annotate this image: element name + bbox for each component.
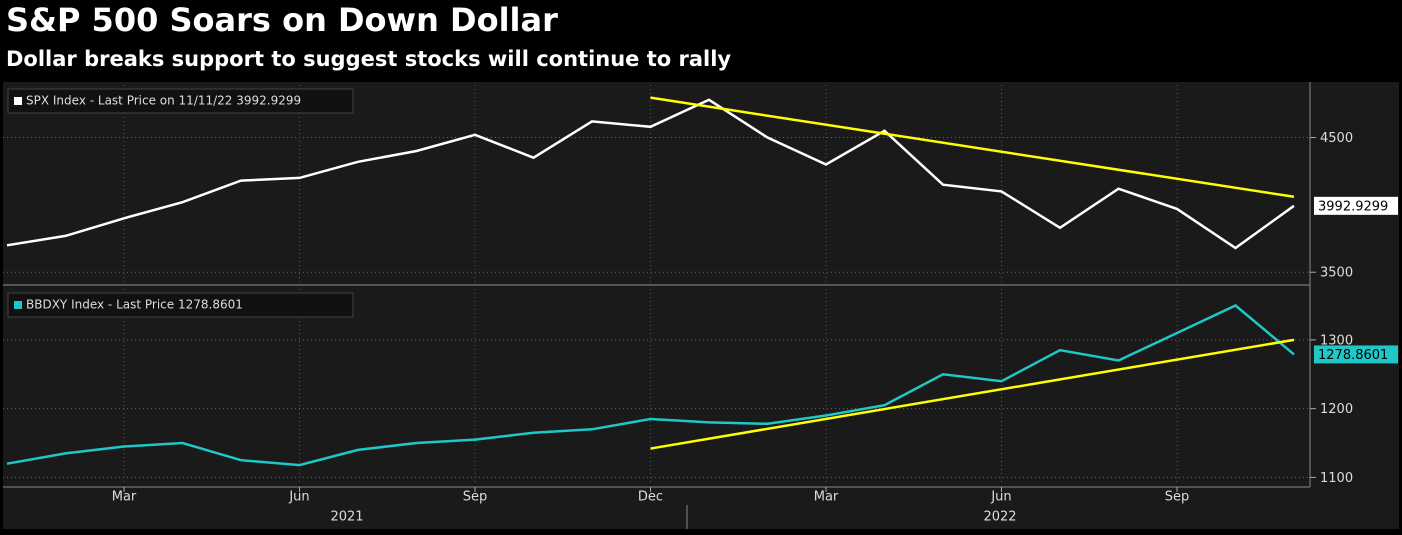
- y-tick-label: 1300: [1320, 333, 1353, 348]
- x-tick-label: Sep: [463, 490, 488, 505]
- year-label: 2021: [330, 510, 363, 525]
- x-tick-label: Dec: [638, 490, 663, 505]
- y-tick-label: 1200: [1320, 402, 1353, 417]
- x-tick-label: Jun: [288, 490, 309, 505]
- x-tick-label: Mar: [112, 490, 137, 505]
- legend-label: BBDXY Index - Last Price 1278.8601: [26, 298, 243, 312]
- subtitle: Dollar breaks support to suggest stocks …: [6, 47, 731, 71]
- series-line: [6, 304, 1295, 467]
- y-tick-label: 1100: [1320, 471, 1353, 486]
- series-line: [6, 98, 1295, 250]
- legend-swatch: [14, 301, 22, 309]
- legend-box: [7, 88, 354, 114]
- year-label: 2022: [983, 510, 1016, 525]
- y-tick-label: 3500: [1320, 266, 1353, 281]
- trendline: [650, 338, 1295, 450]
- trendline: [650, 96, 1295, 199]
- y-tick-label: 4500: [1320, 131, 1353, 146]
- last-value-tag: [1314, 196, 1398, 215]
- legend-swatch: [14, 97, 22, 105]
- legend-label: SPX Index - Last Price on 11/11/22 3992.…: [26, 94, 301, 108]
- last-value-label: 3992.9299: [1318, 199, 1388, 214]
- x-tick-label: Jun: [990, 490, 1011, 505]
- title: S&P 500 Soars on Down Dollar: [6, 1, 558, 39]
- legend-box: [7, 292, 354, 318]
- x-tick-label: Mar: [814, 490, 839, 505]
- x-tick-label: Sep: [1165, 490, 1190, 505]
- last-value-label: 1278.8601: [1318, 348, 1388, 363]
- marks: 3500 4500 SPX Index - Last Price on 11/11/…: [3, 85, 1398, 529]
- last-value-tag: [1314, 345, 1398, 364]
